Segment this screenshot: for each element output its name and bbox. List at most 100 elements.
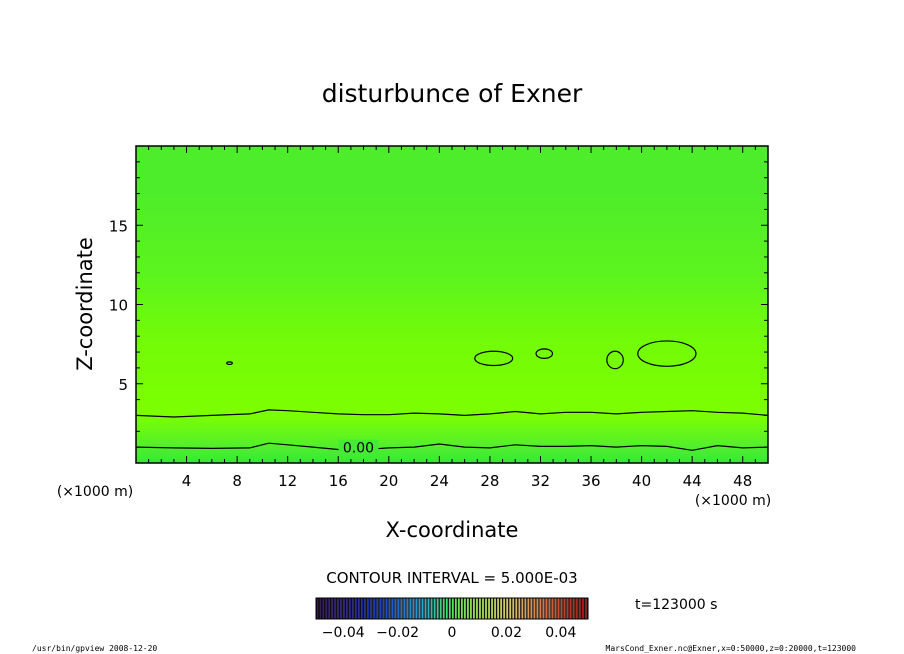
- colorbar-segment: [343, 598, 345, 619]
- closed-contour-0: [474, 350, 514, 367]
- colorbar-gap: [432, 598, 434, 619]
- colorbar-gap: [414, 598, 416, 619]
- colorbar-gap: [583, 598, 585, 619]
- colorbar-segment: [436, 598, 439, 619]
- colorbar-segment: [334, 598, 336, 619]
- y-axis-label: Z-coordinate: [73, 237, 97, 371]
- colorbar-segment: [379, 598, 382, 619]
- x-tick-label: 8: [232, 472, 242, 490]
- colorbar-gap: [356, 598, 359, 619]
- colorbar-gap: [541, 598, 543, 619]
- colorbar-segment: [497, 598, 499, 619]
- colorbar-gap: [317, 598, 320, 619]
- colorbar-tick-label: 0.02: [491, 625, 522, 641]
- colorbar-segment: [548, 598, 551, 619]
- colorbar-segment: [328, 598, 330, 619]
- colorbar-segment: [352, 598, 354, 619]
- colorbar-segment: [494, 598, 496, 619]
- zero-contour-label: 0.00: [343, 441, 374, 457]
- colorbar-segment: [542, 598, 545, 619]
- colorbar-segment: [337, 598, 339, 619]
- colorbar-gap: [511, 598, 513, 619]
- colorbar-gap: [526, 598, 528, 619]
- colorbar-segment: [530, 598, 533, 619]
- colorbar-segment: [397, 598, 400, 619]
- colorbar-segment: [367, 598, 370, 619]
- colorbar-gap: [547, 598, 549, 619]
- colorbar-gap: [471, 598, 474, 619]
- x-tick-label: 28: [480, 472, 499, 490]
- colorbar-segment: [521, 598, 524, 619]
- colorbar-gap: [438, 598, 440, 619]
- y-tick-label: 5: [118, 376, 128, 394]
- colorbar-segment: [485, 598, 487, 619]
- colorbar-segment: [584, 598, 587, 619]
- x-tick-label: 32: [531, 472, 550, 490]
- zero-label-gap: [338, 439, 379, 452]
- colorbar-segment: [361, 598, 363, 619]
- closed-contour-2: [606, 350, 624, 370]
- colorbar-segment: [391, 598, 394, 619]
- x-unit-label-right: (×1000 m): [695, 493, 771, 509]
- colorbar-gap: [550, 598, 552, 619]
- time-text: t=123000 s: [635, 597, 717, 613]
- colorbar-segment: [403, 598, 406, 619]
- colorbar-segment: [358, 598, 360, 619]
- colorbar-gap: [323, 598, 326, 619]
- colorbar-gap: [420, 598, 422, 619]
- colorbar-gap: [417, 598, 419, 619]
- x-tick-label: 48: [733, 472, 752, 490]
- colorbar-segment: [424, 598, 427, 619]
- colorbar-gap: [520, 598, 522, 619]
- closed-contour-1: [535, 348, 554, 359]
- colorbar-gap: [381, 598, 383, 619]
- x-tick-label: 4: [182, 472, 192, 490]
- colorbar-segment: [331, 598, 333, 619]
- colorbar-gap: [359, 598, 362, 619]
- colorbar-segment: [557, 598, 560, 619]
- colorbar-gap: [529, 598, 531, 619]
- colorbar-gap: [369, 598, 371, 619]
- colorbar-gap: [372, 598, 374, 619]
- colorbar-gap: [444, 598, 446, 619]
- colorbar-segment: [340, 598, 342, 619]
- footer-right: MarsCond_Exner.nc@Exner,x=0:50000,z=0:20…: [606, 644, 857, 653]
- x-tick-label: 16: [329, 472, 348, 490]
- colorbar-segment: [467, 598, 469, 619]
- colorbar-gap: [505, 598, 507, 619]
- colorbar-segment: [575, 598, 578, 619]
- colorbar-gap: [332, 598, 335, 619]
- colorbar-gap: [341, 598, 344, 619]
- colorbar-gap: [483, 598, 486, 619]
- colorbar-gap: [477, 598, 480, 619]
- colorbar-gap: [387, 598, 389, 619]
- colorbar-segment: [415, 598, 418, 619]
- colorbar-segment: [442, 598, 445, 619]
- colorbar-gap: [535, 598, 537, 619]
- colorbar-segment: [500, 598, 503, 619]
- colorbar-gap: [489, 598, 492, 619]
- colorbar-gap: [326, 598, 329, 619]
- colorbar-gap: [408, 598, 410, 619]
- colorbar-tick-label: 0.04: [545, 625, 576, 641]
- colorbar-segment: [533, 598, 536, 619]
- colorbar-gap: [353, 598, 356, 619]
- colorbar-gap: [426, 598, 428, 619]
- colorbar-segment: [482, 598, 484, 619]
- colorbar-segment: [382, 598, 385, 619]
- colorbar-gap: [544, 598, 546, 619]
- colorbar-gap: [480, 598, 483, 619]
- x-tick-label: 44: [683, 472, 702, 490]
- colorbar-segment: [364, 598, 367, 619]
- colorbar-tick-label: −0.04: [322, 625, 365, 641]
- colorbar-gap: [320, 598, 323, 619]
- closed-contour-4: [226, 361, 233, 366]
- colorbar-segment: [418, 598, 421, 619]
- colorbar-gap: [429, 598, 431, 619]
- closed-contour-3: [637, 340, 697, 367]
- colorbar-gap: [405, 598, 407, 619]
- colorbar-segment: [349, 598, 351, 619]
- colorbar-gap: [514, 598, 516, 619]
- colorbar-segment: [421, 598, 424, 619]
